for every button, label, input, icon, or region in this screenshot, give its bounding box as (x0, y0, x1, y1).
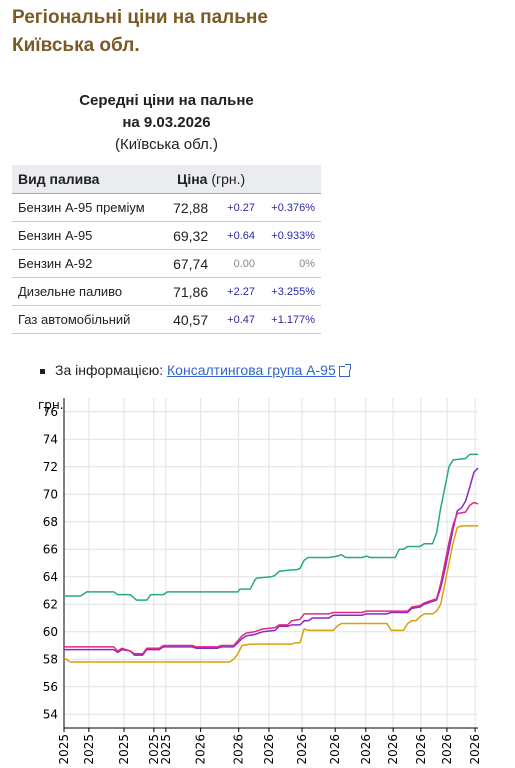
table-caption: Середні ціни на пальне на 9.03.2026 (Киї… (12, 90, 321, 156)
fuel-name: Дизельне паливо (12, 277, 172, 306)
y-tick-label: 62 (43, 597, 58, 611)
caption-line2: на 9.03.2026 (122, 114, 211, 131)
source-label: За інформацією: (55, 362, 164, 378)
x-tick-label: 2026 (262, 734, 276, 765)
fuel-name: Бензин А-92 (12, 249, 172, 278)
fuel-delta: +0.64 (220, 221, 258, 250)
caption-line3: (Київська обл.) (115, 136, 218, 153)
source-link[interactable]: Консалтингова група А-95 (167, 362, 336, 378)
source-note: За інформацією: Консалтингова група А-95 (40, 360, 351, 380)
fuel-delta: +0.47 (220, 305, 258, 334)
table-header-row: Вид палива Ціна (грн.) (12, 165, 321, 194)
y-tick-label: 64 (43, 570, 58, 584)
fuel-delta: 0.00 (220, 249, 258, 278)
external-link-icon (338, 363, 351, 377)
table-row: Бензин А-92 67,74 0.00 0% (12, 249, 321, 278)
y-tick-label: 74 (43, 432, 58, 446)
header-price-label: Ціна (177, 171, 208, 187)
fuel-pct: +0.376% (257, 193, 321, 222)
x-tick-label: 2025 (117, 734, 131, 765)
page-title-line2: Київська обл. (12, 35, 140, 56)
fuel-name: Газ автомобільний (12, 305, 172, 334)
fuel-price: 67,74 (171, 249, 221, 278)
header-price-unit: (грн.) (211, 171, 246, 187)
y-tick-label: 70 (43, 487, 58, 501)
series-line-gas (64, 453, 478, 601)
y-tick-label: 76 (43, 405, 58, 419)
y-tick-label: 56 (43, 680, 58, 694)
y-tick-label: 66 (43, 542, 58, 556)
fuel-pct: +0.933% (257, 221, 321, 250)
fuel-price-table: Вид палива Ціна (грн.) Бензин А-95 премі… (12, 165, 321, 334)
fuel-delta: +2.27 (220, 277, 258, 306)
fuel-pct: +3.255% (257, 277, 321, 306)
x-tick-label: 2025 (82, 734, 96, 765)
page-title-line1: Регіональні ціни на пальне (12, 7, 268, 28)
table-row: Бензин А-95 69,32 +0.64 +0.933% (12, 221, 321, 250)
x-tick-label: 2025 (147, 734, 161, 765)
fuel-price: 71,86 (171, 277, 221, 306)
header-fuel: Вид палива (12, 165, 172, 194)
y-tick-label: 54 (43, 707, 58, 721)
fuel-pct: 0% (257, 249, 321, 278)
fuel-price: 72,88 (171, 193, 221, 222)
series-line-a92 (63, 525, 478, 663)
table-row: Дизельне паливо 71,86 +2.27 +3.255% (12, 277, 321, 306)
x-tick-label: 2026 (468, 734, 482, 765)
series-line-a95 (64, 501, 479, 655)
fuel-price: 40,57 (171, 305, 221, 334)
fuel-name: Бензин А-95 преміум (12, 193, 172, 222)
y-tick-label: 60 (43, 625, 58, 639)
page-title: Регіональні ціни на пальне Київська обл. (12, 4, 268, 60)
x-tick-label: 2026 (440, 734, 454, 765)
x-tick-label: 2025 (57, 734, 71, 765)
y-tick-label: 58 (43, 652, 58, 666)
table-row: Газ автомобільний 40,57 +0.47 +1.177% (12, 305, 321, 334)
y-tick-label: 72 (43, 460, 58, 474)
bullet-icon (40, 368, 45, 374)
fuel-name: Бензин А-95 (12, 221, 172, 250)
fuel-price: 69,32 (171, 221, 221, 250)
fuel-delta: +0.27 (220, 193, 258, 222)
x-tick-label: 2026 (328, 734, 342, 765)
table-row: Бензин А-95 преміум 72,88 +0.27 +0.376% (12, 193, 321, 222)
y-tick-label: 68 (43, 515, 58, 529)
x-tick-label: 2025 (159, 734, 173, 765)
y-axis-label: грн. (38, 398, 64, 412)
x-tick-label: 2026 (386, 734, 400, 765)
fuel-pct: +1.177% (257, 305, 321, 334)
caption-line1: Середні ціни на пальне (79, 92, 254, 109)
x-tick-label: 2026 (232, 734, 246, 765)
series-line-a95p (64, 467, 479, 656)
x-tick-label: 2026 (414, 734, 428, 765)
x-tick-label: 2026 (194, 734, 208, 765)
x-tick-label: 2026 (359, 734, 373, 765)
header-price: Ціна (грн.) (171, 165, 321, 194)
x-tick-label: 2026 (295, 734, 309, 765)
